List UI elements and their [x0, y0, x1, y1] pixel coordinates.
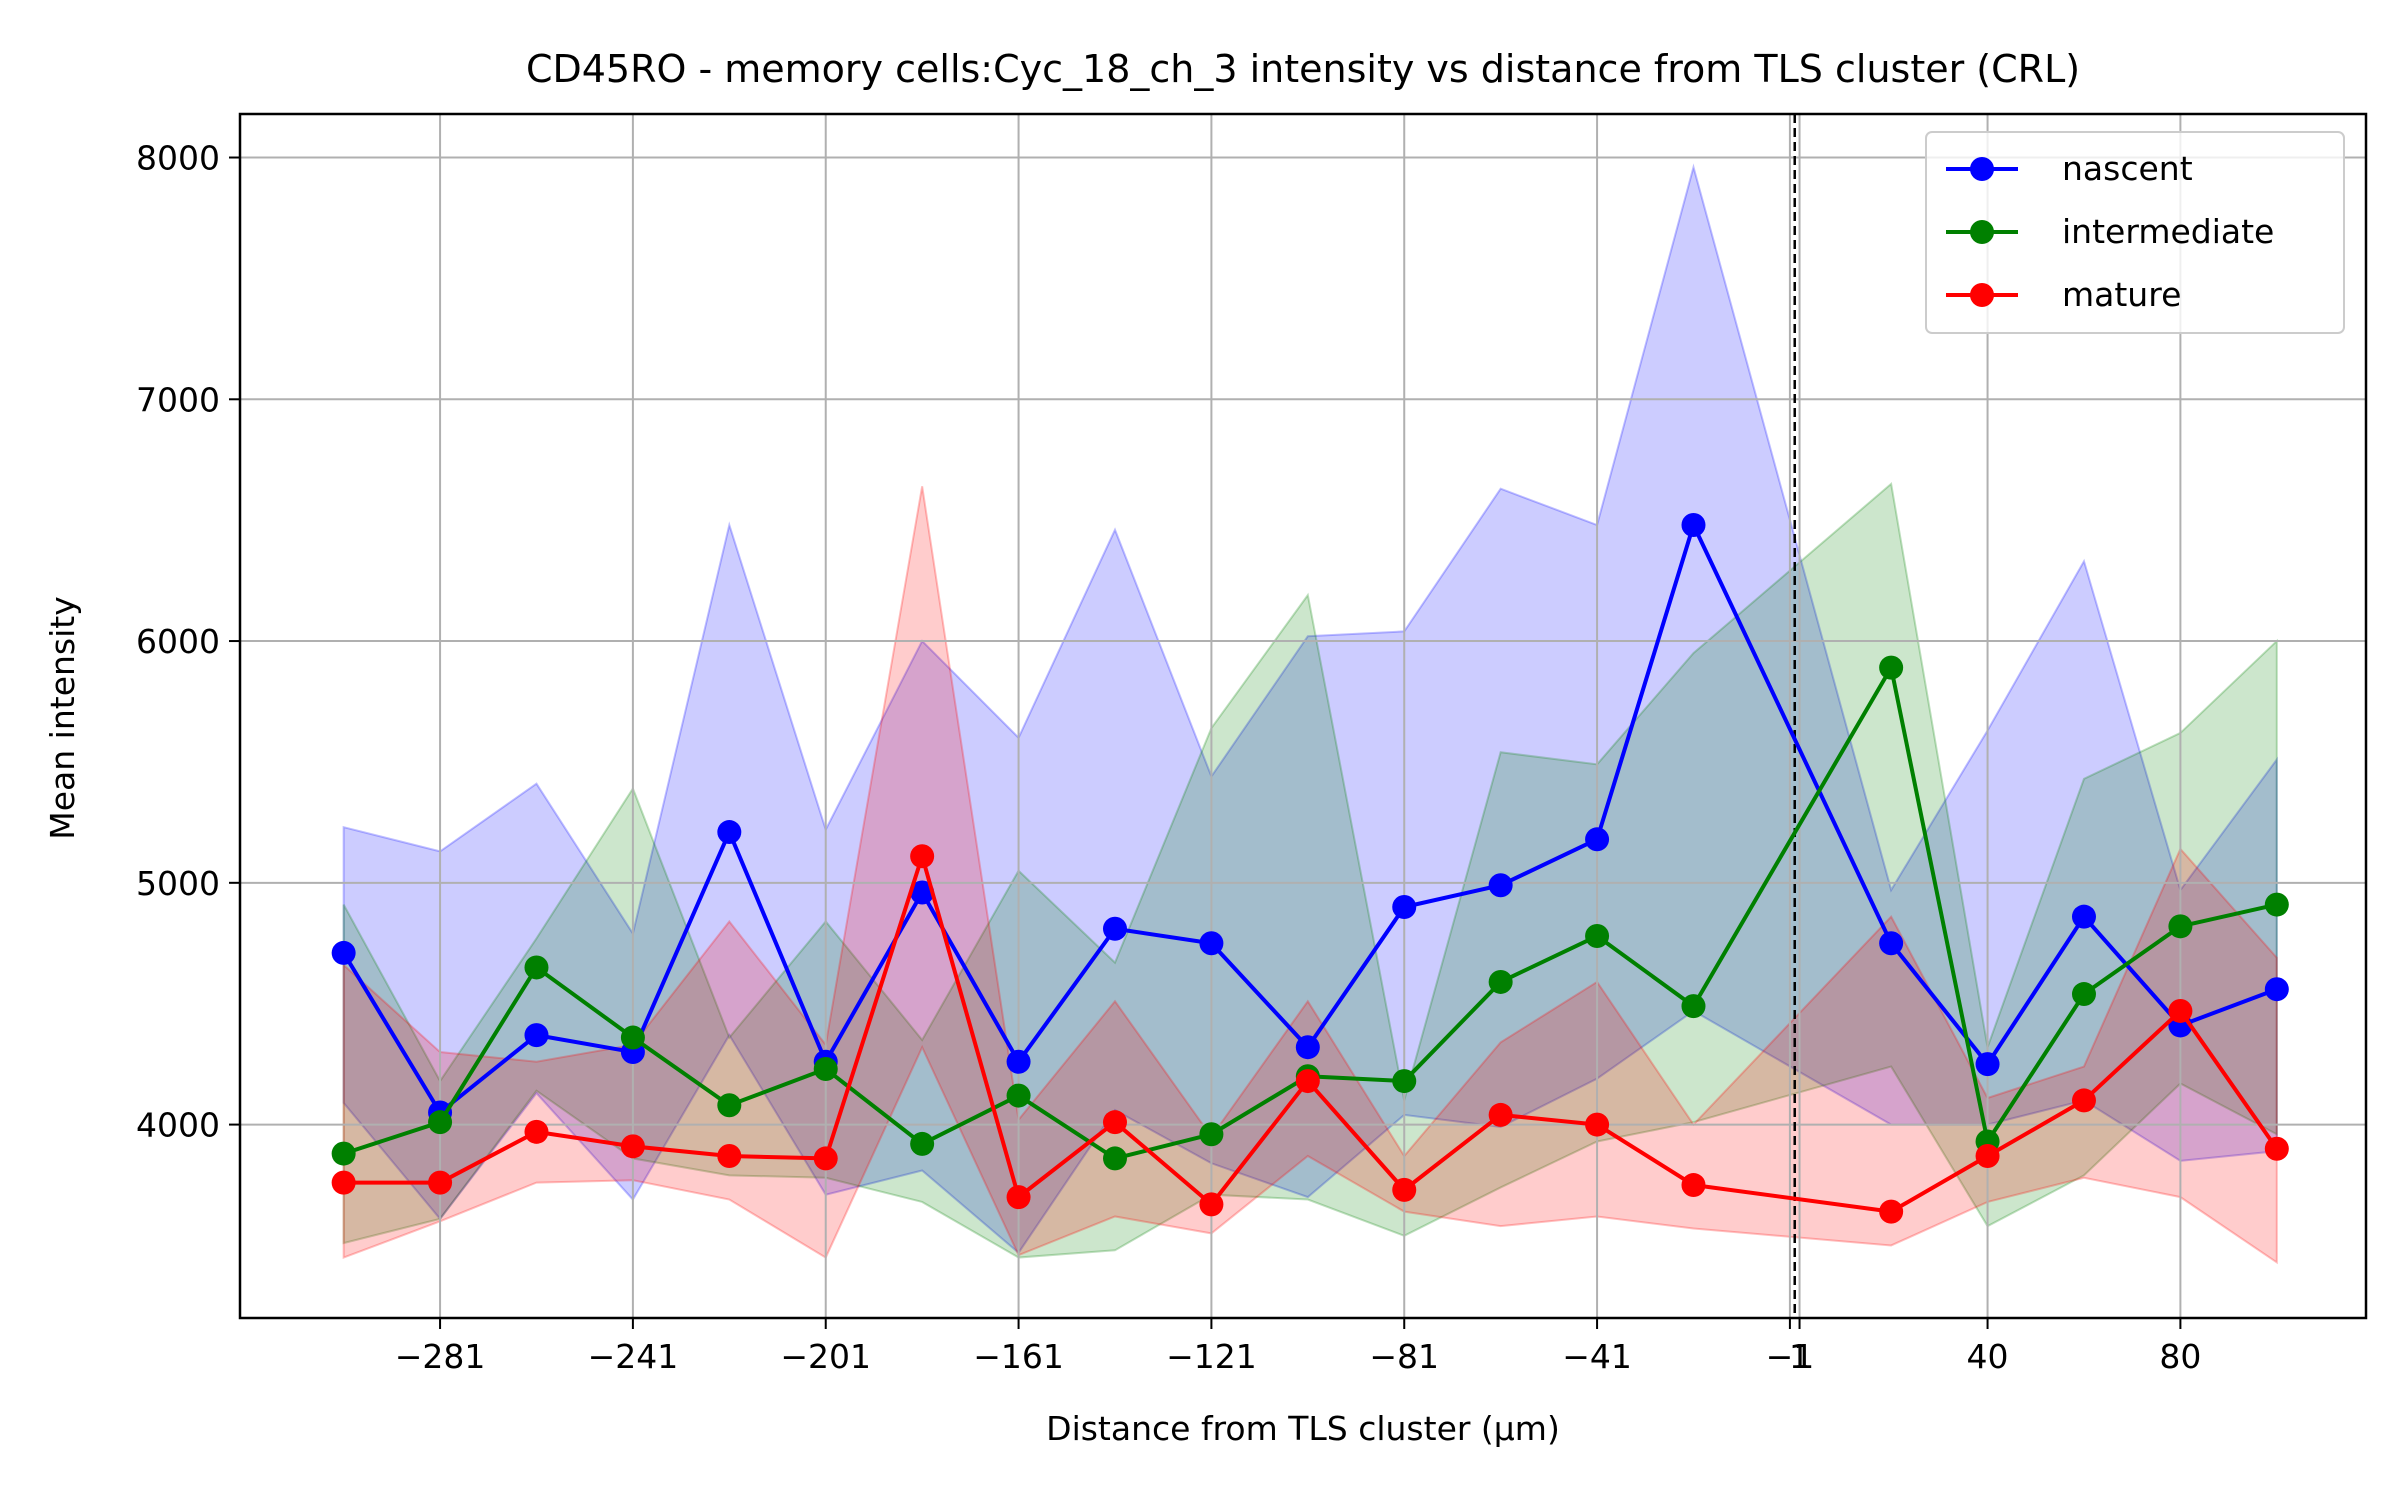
data-point-intermediate [813, 1056, 838, 1081]
data-point-nascent [1975, 1052, 2000, 1077]
data-point-mature [1488, 1102, 1513, 1127]
axes [229, 112, 2368, 1329]
series-lines [331, 513, 2289, 1224]
legend-label-nascent: nascent [2062, 149, 2193, 188]
data-point-nascent [1199, 931, 1224, 956]
data-point-nascent [910, 880, 935, 905]
data-point-mature [813, 1146, 838, 1171]
legend: nascent intermediate mature [1925, 131, 2345, 334]
data-point-intermediate [524, 955, 549, 980]
data-point-intermediate [2071, 982, 2096, 1007]
data-point-nascent [1585, 827, 1610, 852]
x-tick-label: −201 [780, 1337, 871, 1376]
data-point-mature [2264, 1136, 2289, 1161]
chart-title: CD45RO - memory cells:Cyc_18_ch_3 intens… [526, 47, 2080, 91]
data-point-intermediate [1585, 924, 1610, 949]
data-point-mature [1295, 1069, 1320, 1094]
legend-label-intermediate: intermediate [2062, 212, 2274, 251]
y-tick-label: 5000 [136, 864, 220, 903]
series-line-nascent [341, 523, 2278, 1115]
data-point-intermediate [1681, 994, 1706, 1019]
legend-marker-intermediate [1970, 220, 1994, 244]
data-point-mature [1585, 1112, 1610, 1137]
data-point-mature [1392, 1177, 1417, 1202]
x-tick-label: −41 [1562, 1337, 1632, 1376]
data-point-mature [620, 1134, 645, 1159]
data-point-nascent [1392, 894, 1417, 919]
legend-box [1925, 131, 2345, 334]
legend-label-mature: mature [2062, 275, 2181, 314]
data-point-mature [331, 1170, 356, 1195]
y-tick-label: 4000 [136, 1106, 220, 1145]
y-tick-label: 8000 [136, 139, 220, 178]
data-point-nascent [1006, 1049, 1031, 1074]
data-point-mature [428, 1170, 453, 1195]
data-point-intermediate [1006, 1083, 1031, 1108]
y-tick-label: 7000 [136, 380, 220, 419]
data-point-nascent [1879, 931, 1904, 956]
legend-marker-nascent [1970, 157, 1994, 181]
x-tick-label: −161 [973, 1337, 1064, 1376]
x-tick-label: 40 [1967, 1337, 2009, 1376]
data-point-mature [2168, 998, 2193, 1023]
data-point-nascent [2071, 904, 2096, 929]
data-point-intermediate [331, 1141, 356, 1166]
data-point-mature [1879, 1199, 1904, 1224]
data-point-intermediate [1879, 655, 1904, 680]
data-point-mature [910, 844, 935, 869]
x-tick-label: −81 [1369, 1337, 1439, 1376]
data-point-nascent [1681, 513, 1706, 538]
data-point-mature [1681, 1173, 1706, 1198]
legend-marker-mature [1970, 283, 1994, 307]
data-point-intermediate [2264, 892, 2289, 917]
data-point-intermediate [717, 1093, 742, 1118]
plot-frame [238, 112, 2368, 1320]
data-point-intermediate [1102, 1146, 1127, 1171]
x-tick-label: −1 [1766, 1337, 1815, 1376]
data-point-intermediate [1488, 969, 1513, 994]
x-tick-label: −241 [588, 1337, 679, 1376]
data-point-nascent [331, 940, 356, 965]
data-point-mature [1199, 1192, 1224, 1217]
x-tick-label: −281 [395, 1337, 486, 1376]
data-point-mature [1102, 1110, 1127, 1135]
series-line-mature [343, 854, 2279, 1214]
data-point-nascent [1488, 873, 1513, 898]
tick-labels: −281 −241 −201 −161 −121 −81 −41 −11 40 80 4000 500… [136, 139, 2201, 1376]
data-point-mature [1006, 1185, 1031, 1210]
data-point-nascent [717, 820, 742, 845]
data-point-intermediate [2168, 914, 2193, 939]
data-point-nascent [524, 1023, 549, 1048]
x-axis-label: Distance from TLS cluster (μm) [1046, 1409, 1560, 1448]
data-point-mature [717, 1144, 742, 1169]
x-tick-label: −121 [1166, 1337, 1257, 1376]
x-tick-label: 1 [1789, 1337, 1810, 1376]
data-point-intermediate [428, 1110, 453, 1135]
y-axis-label: Mean intensity [43, 596, 82, 839]
data-point-intermediate [620, 1025, 645, 1050]
y-tick-label: 6000 [136, 622, 220, 661]
data-point-nascent [1102, 916, 1127, 941]
x-tick-label: 80 [2159, 1337, 2201, 1376]
grid-lines [240, 114, 2366, 1318]
data-point-mature [2071, 1088, 2096, 1113]
data-point-nascent [2264, 977, 2289, 1002]
series-line-intermediate [343, 665, 2278, 1161]
data-point-mature [524, 1119, 549, 1144]
data-point-intermediate [1392, 1069, 1417, 1094]
data-point-mature [1975, 1144, 2000, 1169]
data-point-intermediate [910, 1131, 935, 1156]
data-point-nascent [1295, 1035, 1320, 1060]
data-point-intermediate [1199, 1122, 1224, 1147]
